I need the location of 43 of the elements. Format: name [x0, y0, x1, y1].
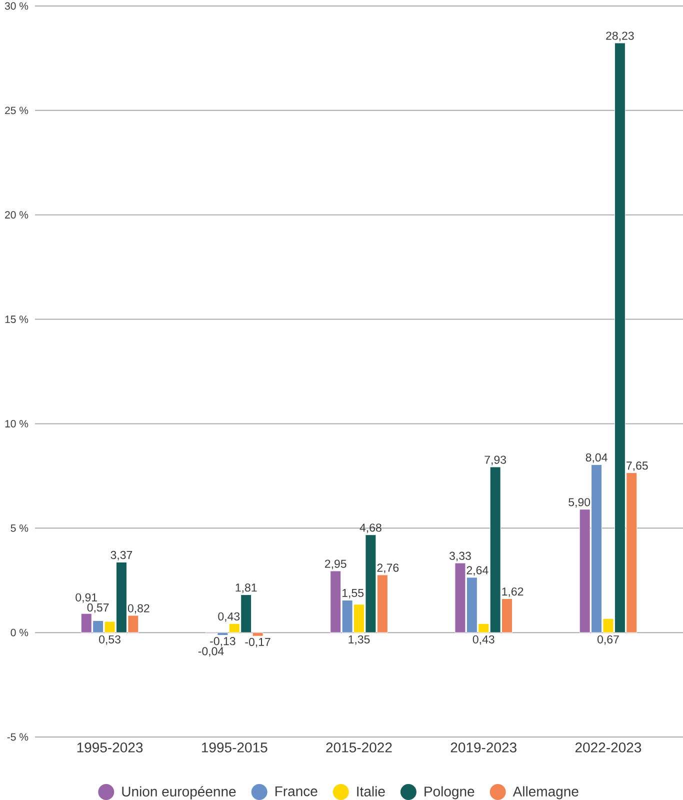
x-tick-label: 2022-2023 [575, 742, 642, 752]
data-label: 2,95 [324, 560, 346, 570]
legend-label: Italie [357, 786, 385, 796]
x-tick-label: 2019-2023 [450, 742, 516, 752]
legend-label: Allemagne [512, 786, 578, 800]
y-tick-label: 0 % [10, 628, 28, 636]
y-tick-label: 25 % [5, 106, 28, 114]
legend-label: France [276, 786, 318, 796]
data-label: 0,53 [99, 635, 120, 645]
x-tick-label: 1995-2015 [202, 742, 268, 752]
data-label: 1,81 [236, 584, 257, 594]
data-label: 8,04 [586, 453, 608, 463]
data-label: 1,35 [348, 635, 370, 645]
y-tick-label: 5 % [10, 524, 28, 532]
data-label: 3,37 [110, 550, 132, 560]
data-label: 1,55 [342, 589, 364, 598]
data-label: 2,64 [466, 566, 488, 576]
data-label: 28,23 [606, 32, 634, 42]
data-label: 3,33 [449, 552, 471, 562]
data-label: 7,65 [626, 462, 648, 472]
data-label: -0,13 [210, 637, 236, 647]
data-label: 0,91 [76, 593, 97, 603]
data-label: 4,68 [360, 524, 382, 534]
data-label: -0,17 [245, 638, 270, 648]
data-label: 1,62 [502, 587, 524, 597]
y-tick-label: 15 % [5, 316, 28, 323]
y-tick-label: 10 % [5, 420, 28, 428]
data-label: 0,43 [218, 612, 240, 622]
y-tick-label: -5 % [7, 733, 28, 741]
y-tick-label: 30 % [4, 2, 28, 10]
legend-label: Pologne [424, 786, 474, 800]
legend-label: Union européenne [122, 786, 236, 800]
data-label: 0,43 [472, 635, 494, 645]
x-tick-label: 2015-2022 [326, 742, 392, 752]
data-label: 7,93 [484, 456, 506, 466]
y-tick-label: 20 % [5, 211, 28, 219]
data-label: 5,90 [568, 498, 590, 508]
x-tick-label: 1995-2023 [77, 742, 143, 752]
data-label: 0,57 [87, 603, 109, 613]
data-label: 0,67 [598, 635, 619, 645]
data-label: -0,04 [198, 647, 224, 657]
data-label: 2,76 [377, 564, 399, 574]
data-label: 0,82 [128, 604, 150, 614]
